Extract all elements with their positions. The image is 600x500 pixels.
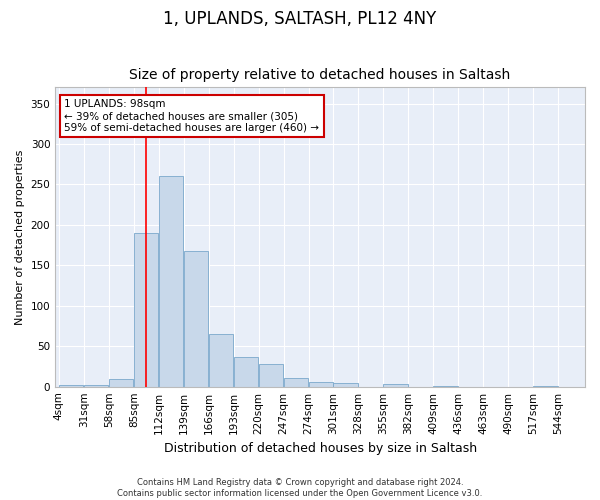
Text: Contains HM Land Registry data © Crown copyright and database right 2024.
Contai: Contains HM Land Registry data © Crown c… (118, 478, 482, 498)
Bar (159, 176, 183, 386)
Bar (334, 384, 358, 386)
X-axis label: Distribution of detached houses by size in Saltash: Distribution of detached houses by size … (164, 442, 476, 455)
Bar (308, 382, 333, 386)
Title: Size of property relative to detached houses in Saltash: Size of property relative to detached ho… (130, 68, 511, 82)
Bar (383, 384, 408, 386)
Bar (233, 356, 258, 386)
Bar (134, 233, 158, 386)
Bar (184, 251, 208, 386)
Bar (209, 334, 233, 386)
Bar (59, 385, 83, 386)
Y-axis label: Number of detached properties: Number of detached properties (15, 150, 25, 324)
Bar (259, 364, 283, 386)
Bar (84, 385, 109, 386)
Text: 1 UPLANDS: 98sqm
← 39% of detached houses are smaller (305)
59% of semi-detached: 1 UPLANDS: 98sqm ← 39% of detached house… (64, 100, 319, 132)
Text: 1, UPLANDS, SALTASH, PL12 4NY: 1, UPLANDS, SALTASH, PL12 4NY (163, 10, 437, 28)
Bar (109, 378, 133, 386)
Bar (284, 378, 308, 386)
